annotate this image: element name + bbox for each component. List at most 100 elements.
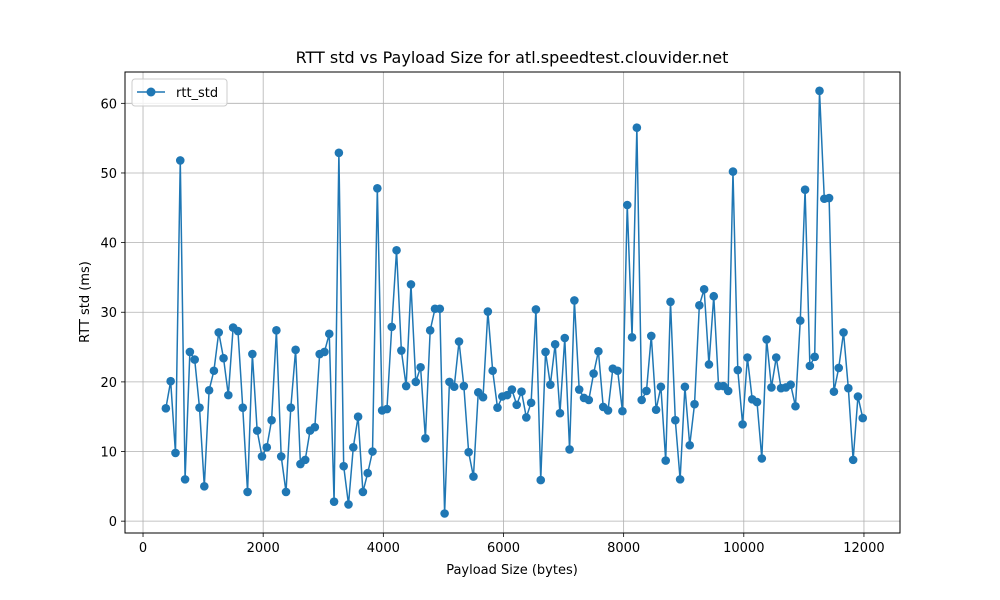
- x-tick-label: 6000: [487, 541, 520, 556]
- data-point: [627, 333, 637, 342]
- y-axis-label: RTT std (ms): [78, 261, 93, 343]
- data-point: [233, 326, 243, 336]
- data-point: [291, 345, 300, 355]
- series-line-rtt_std: [165, 90, 864, 515]
- data-point: [752, 397, 762, 407]
- data-point: [661, 456, 670, 465]
- legend-label: rtt_std: [176, 86, 218, 101]
- data-point: [454, 337, 464, 346]
- data-point: [546, 380, 555, 389]
- legend-marker-swatch: [146, 87, 156, 97]
- x-tick-label: 0: [139, 541, 147, 556]
- data-point: [589, 369, 598, 378]
- data-point: [363, 468, 373, 478]
- data-point: [339, 461, 348, 471]
- data-point: [829, 387, 839, 396]
- data-point: [397, 346, 406, 355]
- data-point: [406, 280, 416, 289]
- data-point: [618, 406, 627, 416]
- data-point: [411, 377, 421, 387]
- series-line-group: [165, 90, 864, 515]
- data-point: [786, 380, 795, 389]
- x-axis-label: Payload Size (bytes): [446, 563, 578, 578]
- y-tick-label: 40: [100, 237, 117, 252]
- data-point: [262, 443, 272, 452]
- data-point: [517, 387, 526, 396]
- data-point: [204, 385, 214, 395]
- data-point: [570, 296, 579, 305]
- data-point: [848, 455, 858, 465]
- data-point: [613, 366, 622, 376]
- data-point: [329, 497, 339, 506]
- data-point: [651, 405, 661, 415]
- data-point: [320, 347, 329, 357]
- data-point: [603, 406, 613, 415]
- data-point: [834, 363, 844, 373]
- data-point: [267, 415, 276, 425]
- x-axis: 0 2000 4000 6000 8000 10000 12000: [139, 533, 885, 556]
- y-tick-label: 60: [100, 97, 117, 112]
- data-point: [738, 420, 747, 429]
- data-point: [166, 376, 175, 386]
- data-point: [286, 403, 296, 412]
- data-point: [373, 183, 382, 193]
- data-point: [699, 284, 709, 294]
- data-point: [680, 382, 690, 392]
- data-point: [666, 297, 675, 307]
- data-point: [310, 422, 320, 432]
- data-point: [675, 475, 685, 484]
- data-point: [449, 382, 459, 392]
- data-point: [171, 448, 180, 458]
- data-point: [469, 472, 478, 481]
- y-tick-label: 30: [100, 306, 117, 321]
- data-point: [238, 403, 248, 412]
- data-point: [565, 445, 574, 454]
- data-point: [690, 399, 699, 409]
- data-point: [574, 385, 584, 394]
- data-point: [656, 382, 666, 392]
- x-grid: [142, 72, 865, 533]
- data-point: [195, 403, 204, 412]
- data-point: [728, 167, 738, 176]
- data-point: [421, 433, 430, 443]
- data-point: [483, 307, 493, 316]
- data-point: [257, 452, 267, 461]
- y-tick-label: 10: [100, 446, 117, 461]
- data-point: [353, 412, 363, 422]
- x-tick-label: 12000: [843, 541, 884, 556]
- data-point: [276, 452, 286, 461]
- data-point: [810, 352, 819, 362]
- legend: rtt_std: [131, 78, 228, 107]
- data-point: [642, 386, 651, 396]
- data-point: [709, 291, 719, 301]
- data-point: [252, 426, 262, 435]
- data-point: [272, 326, 281, 335]
- data-point: [594, 346, 603, 356]
- data-point: [646, 331, 656, 341]
- data-point: [348, 443, 358, 452]
- x-tick-label: 4000: [367, 541, 400, 556]
- data-point: [791, 401, 800, 411]
- data-point: [522, 413, 531, 422]
- data-point: [844, 383, 853, 393]
- data-point: [243, 487, 252, 497]
- data-point: [219, 353, 228, 363]
- legend-box: [131, 78, 228, 107]
- data-point: [685, 440, 695, 450]
- y-tick-label: 50: [100, 167, 117, 182]
- data-point: [805, 361, 815, 371]
- data-point: [743, 353, 752, 362]
- data-point: [214, 328, 224, 337]
- data-point: [502, 390, 512, 400]
- data-point: [767, 383, 776, 392]
- data-point: [704, 360, 714, 369]
- data-point: [459, 381, 469, 391]
- data-point: [526, 398, 536, 408]
- data-point: [180, 475, 190, 484]
- data-point: [425, 326, 435, 335]
- data-point: [440, 509, 449, 518]
- data-point: [324, 329, 334, 339]
- data-point: [300, 455, 310, 465]
- data-point: [584, 395, 594, 405]
- chart-title: RTT std vs Payload Size for atl.speedtes…: [296, 48, 729, 67]
